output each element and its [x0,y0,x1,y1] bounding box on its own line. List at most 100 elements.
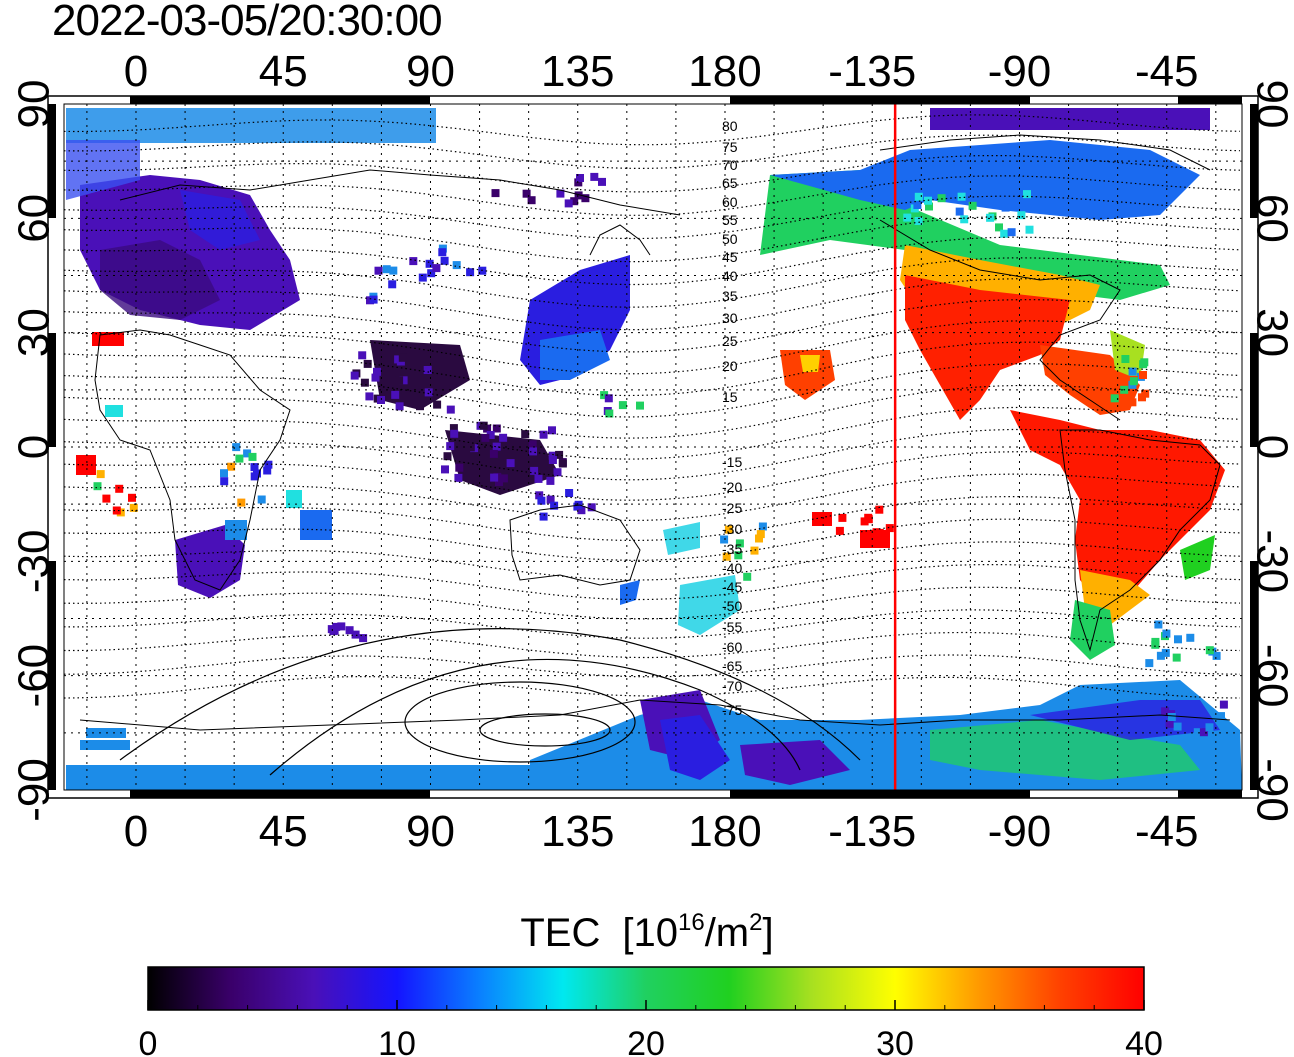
tec-cell [446,442,455,451]
tec-cell [449,424,458,433]
tec-cell [416,402,424,411]
contour-line [64,257,1241,308]
lon-tick-top: -135 [828,47,916,96]
ticker-bar [1250,104,1258,218]
tec-cell [755,534,763,543]
tec-cell [1145,659,1154,668]
lat-tick-right: 30 [1248,308,1294,357]
tec-cell [925,202,933,211]
unit-open: [10 [622,911,678,955]
tec-cell [112,506,121,515]
tec-cell [499,474,508,483]
tec-cell [438,248,447,257]
tec-cell [489,449,498,458]
contour-label: -40 [722,560,742,576]
contour-line [64,451,1241,501]
tec-cell [570,197,579,206]
tec-cell [903,213,912,222]
tec-cell [424,388,433,397]
tec-cell [382,265,391,274]
tec-cell [758,522,767,531]
colorbar-ticks: 0 10 20 30 40 [139,1000,1163,1057]
tec-cell [968,201,977,210]
tec-cell [548,451,557,460]
tec-cell [450,429,459,438]
tec-cell [564,199,573,208]
tec-cell [528,440,537,449]
tec-cell [1138,393,1146,402]
tec-patch [660,715,730,780]
contour-line [64,473,1241,521]
contour-label: -20 [722,479,742,495]
tec-cell [522,189,531,198]
ticker-bar [130,790,430,798]
tec-cell [440,256,449,265]
colorbar-tick-label: 20 [627,1025,665,1057]
contour-line [64,155,1241,193]
contour-label: -30 [722,521,742,537]
tec-cell [955,207,964,216]
tec-cell [1128,398,1137,407]
tec-cell [913,201,922,209]
tec-cell [452,261,461,270]
lon-tick-bottom: 180 [688,807,761,856]
tec-cell [1151,640,1160,649]
lon-tick-top: 180 [688,47,761,96]
tec-cell [337,622,346,631]
unit-square: 2 [749,909,763,936]
tec-cell [398,353,407,362]
tec-patch [930,720,1200,780]
contour-label: 80 [722,118,738,134]
lon-tick-bottom: 135 [541,807,614,856]
magnetic-contours [64,114,1241,699]
contour-label: -25 [722,500,742,516]
tec-cell [1167,713,1176,721]
contour-label: 35 [722,288,738,304]
contour-line [64,518,1241,561]
tec-cell [93,482,102,491]
contour-label: 25 [722,333,738,349]
lat-tick-right: -90 [1248,758,1294,822]
contour-line [64,341,1241,397]
tec-cell [1165,719,1174,728]
unit-mid: /m [704,911,750,955]
timestamp-title: 2022-03-05/20:30:00 [52,0,443,45]
tec-cell [443,452,452,461]
ticker-bar [48,104,56,218]
tec-cell [546,476,555,485]
ticker-bar [1178,790,1242,798]
contour-line [64,384,1241,439]
tec-cell [553,468,562,477]
tec-cell [937,194,946,203]
tec-cell [960,215,969,224]
tec-patch [80,740,130,750]
tec-cell [492,442,501,451]
tec-cell [479,421,488,430]
lat-tick-right: 60 [1248,194,1294,243]
tec-patch [76,455,96,475]
lon-tick-top: -90 [988,47,1052,96]
tec-cell [1023,190,1031,199]
tec-cell [350,371,359,380]
tec-cell [250,463,259,472]
tec-cell [439,365,448,374]
contour-label: -55 [722,619,742,635]
tec-cell [618,401,627,410]
contour-line [64,299,1241,353]
tec-cell [750,546,759,555]
lat-tick-left: 30 [10,308,59,357]
colorbar-tick-label: 10 [378,1025,416,1057]
tec-cell [1156,651,1165,660]
tec-cell [446,405,455,414]
ticker-bar [48,561,56,675]
tec-patch [66,765,540,790]
axis-tick-labels: 0 45 90 135 180 -135 -90 -45 0 45 90 135 180 -135 -90 -… [10,47,1294,856]
tec-cell [555,450,564,459]
tec-cell [1128,367,1137,376]
tec-cell [1199,728,1208,737]
tec-cell [1173,722,1182,731]
colorbar-tick-label: 40 [1125,1025,1163,1057]
tec-cell [530,466,539,475]
contour-label: 55 [722,212,738,228]
